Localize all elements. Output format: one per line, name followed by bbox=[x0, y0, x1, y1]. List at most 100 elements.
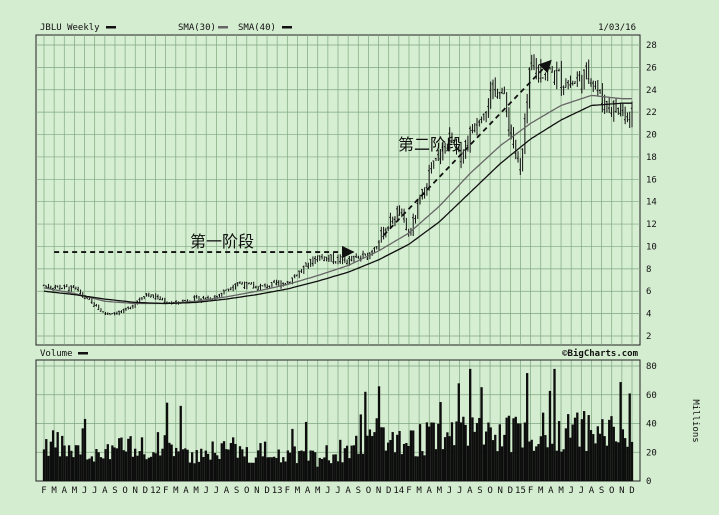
x-tick-label: A bbox=[305, 486, 311, 496]
x-tick-label: A bbox=[427, 486, 433, 496]
volume-bar bbox=[405, 442, 408, 481]
price-bars bbox=[42, 54, 633, 316]
volume-bar bbox=[79, 454, 82, 481]
x-tick-label: J bbox=[325, 486, 330, 496]
x-tick-label: M bbox=[72, 486, 78, 496]
volume-bar bbox=[159, 455, 162, 481]
volume-bar bbox=[396, 434, 399, 481]
x-tick-label: A bbox=[589, 486, 595, 496]
volume-bar bbox=[102, 458, 105, 481]
volume-bar bbox=[418, 424, 422, 481]
x-tick-label: D bbox=[386, 486, 391, 496]
volume-bar bbox=[266, 457, 269, 481]
volume-bar bbox=[138, 451, 141, 481]
volume-bar bbox=[275, 458, 278, 481]
volume-bar bbox=[398, 431, 401, 481]
volume-bar bbox=[145, 459, 148, 481]
volume-bar bbox=[204, 450, 207, 481]
volume-bar bbox=[288, 452, 292, 481]
volume-bar bbox=[512, 418, 515, 481]
x-tick-label: S bbox=[356, 486, 361, 496]
title-swatch bbox=[106, 26, 116, 29]
volume-bar bbox=[318, 457, 321, 481]
volume-bar bbox=[86, 459, 89, 481]
volume-bar bbox=[190, 452, 194, 481]
volume-bar bbox=[320, 458, 324, 481]
volume-bar bbox=[147, 457, 150, 481]
volume-bar bbox=[414, 456, 417, 481]
x-tick-label: O bbox=[122, 486, 127, 496]
volume-bar bbox=[273, 456, 276, 481]
volume-bar bbox=[596, 426, 599, 481]
volume-bar bbox=[459, 422, 463, 481]
x-tick-label: N bbox=[376, 486, 381, 496]
volume-bar bbox=[473, 431, 476, 481]
x-tick-label: S bbox=[112, 486, 117, 496]
x-tick-label: J bbox=[568, 486, 573, 496]
volume-bar bbox=[377, 386, 381, 481]
x-tick-label: 12 bbox=[150, 486, 161, 496]
volume-bar bbox=[104, 449, 107, 481]
x-tick-label: M bbox=[558, 486, 564, 496]
volume-bar bbox=[437, 423, 440, 481]
volume-bar bbox=[51, 430, 55, 481]
volume-bar bbox=[181, 449, 185, 481]
x-tick-label: M bbox=[173, 486, 179, 496]
volume-bar bbox=[484, 431, 488, 481]
volume-bar bbox=[302, 451, 305, 481]
volume-bar bbox=[589, 430, 593, 481]
volume-bar bbox=[528, 441, 531, 481]
x-tick-label: 15 bbox=[515, 486, 526, 496]
price-y-tick-label: 22 bbox=[646, 108, 657, 118]
volume-bar bbox=[90, 456, 94, 481]
volume-bar bbox=[628, 393, 631, 481]
volume-bar bbox=[261, 456, 264, 481]
volume-bar bbox=[170, 444, 173, 481]
volume-bar bbox=[475, 423, 479, 481]
volume-bar bbox=[70, 450, 73, 481]
volume-bar bbox=[432, 422, 435, 481]
volume-bar bbox=[343, 448, 346, 481]
volume-bar bbox=[163, 435, 166, 481]
volume-bar bbox=[582, 411, 586, 481]
volume-bar bbox=[172, 456, 176, 481]
volume-y-tick-label: 60 bbox=[646, 391, 657, 401]
legend-sma30: SMA(30) bbox=[178, 23, 216, 33]
volume-bar bbox=[225, 449, 228, 481]
volume-bar bbox=[56, 432, 59, 481]
volume-bar bbox=[592, 434, 595, 481]
volume-bar bbox=[95, 449, 98, 481]
volume-bar bbox=[277, 449, 280, 481]
volume-bar bbox=[345, 445, 349, 481]
volume-bar bbox=[469, 368, 472, 481]
x-tick-label: N bbox=[497, 486, 502, 496]
volume-bar bbox=[434, 449, 438, 481]
volume-bar bbox=[393, 452, 397, 481]
volume-bar bbox=[243, 456, 246, 481]
volume-bar bbox=[453, 445, 456, 481]
volume-bar bbox=[197, 461, 201, 481]
price-y-tick-label: 16 bbox=[646, 175, 657, 185]
volume-bar bbox=[154, 453, 157, 481]
volume-bar bbox=[74, 445, 78, 481]
volume-bar bbox=[202, 457, 205, 481]
volume-bar bbox=[77, 445, 80, 481]
x-tick-label: 13 bbox=[272, 486, 283, 496]
volume-bar bbox=[612, 426, 615, 481]
volume-bar bbox=[587, 415, 590, 481]
volume-bar bbox=[601, 419, 604, 481]
volume-bar bbox=[238, 446, 242, 481]
volume-bar bbox=[268, 457, 271, 481]
volume-bar bbox=[284, 461, 287, 481]
x-tick-label: J bbox=[447, 486, 452, 496]
volume-bar bbox=[250, 462, 253, 481]
legend-sma40: SMA(40) bbox=[238, 23, 276, 33]
volume-bar bbox=[428, 426, 431, 481]
x-tick-label: J bbox=[457, 486, 462, 496]
volume-bar bbox=[352, 445, 356, 481]
x-tick-label: A bbox=[548, 486, 554, 496]
volume-bar bbox=[291, 428, 294, 481]
volume-bar bbox=[608, 419, 611, 481]
volume-bar bbox=[571, 424, 574, 481]
volume-bar bbox=[514, 416, 517, 481]
